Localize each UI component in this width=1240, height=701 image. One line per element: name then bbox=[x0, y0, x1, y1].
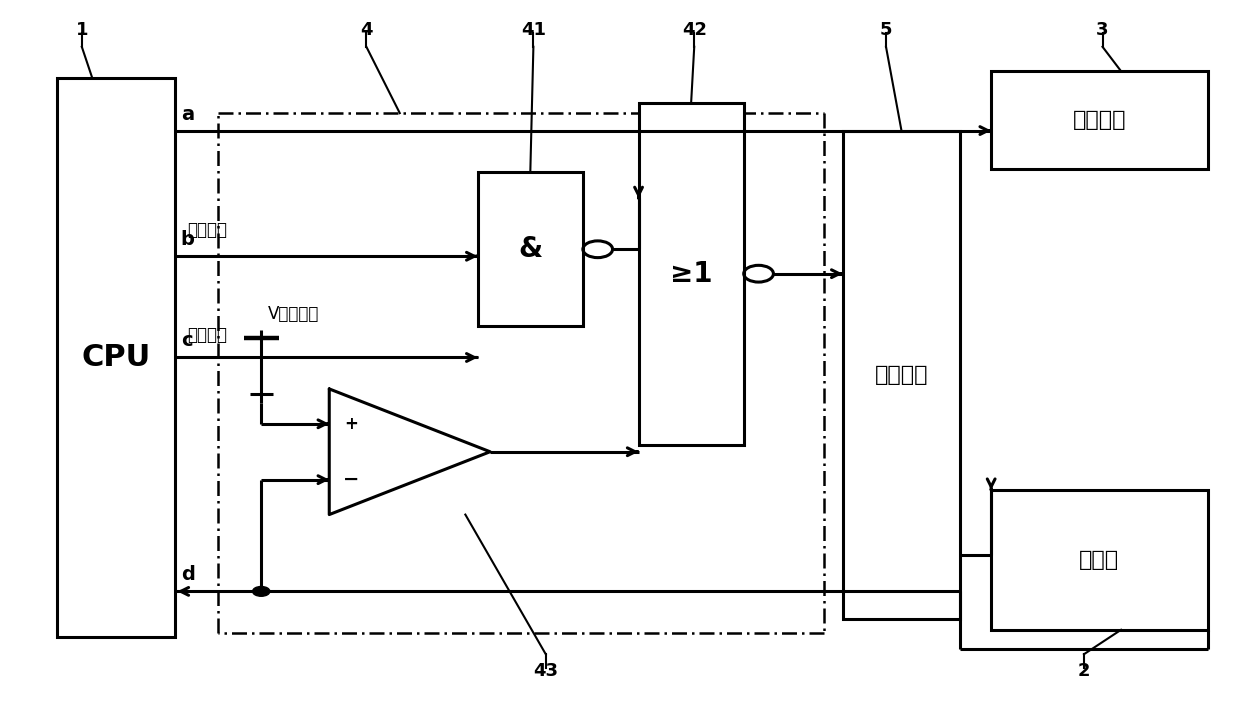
Text: b: b bbox=[181, 230, 195, 250]
Bar bbox=[477, 172, 583, 326]
Text: 主控信号: 主控信号 bbox=[187, 221, 227, 239]
Text: 3: 3 bbox=[1096, 21, 1109, 39]
Text: 集成芯片: 集成芯片 bbox=[874, 365, 929, 385]
Text: 4: 4 bbox=[360, 21, 372, 39]
Text: 43: 43 bbox=[533, 662, 558, 680]
Bar bbox=[991, 490, 1208, 629]
Text: 2: 2 bbox=[1078, 662, 1090, 680]
Text: −: − bbox=[343, 470, 360, 489]
Text: V参考电压: V参考电压 bbox=[268, 304, 319, 322]
Text: d: d bbox=[181, 566, 195, 585]
Text: 42: 42 bbox=[682, 21, 707, 39]
Text: CPU: CPU bbox=[81, 343, 150, 372]
Text: 41: 41 bbox=[521, 21, 546, 39]
Text: 5: 5 bbox=[879, 21, 893, 39]
Text: 1: 1 bbox=[76, 21, 88, 39]
Bar bbox=[57, 79, 175, 637]
Text: &: & bbox=[518, 236, 542, 264]
Text: ≥1: ≥1 bbox=[670, 259, 713, 287]
Bar bbox=[991, 72, 1208, 169]
Text: 显示装置: 显示装置 bbox=[1073, 110, 1126, 130]
Text: +: + bbox=[345, 415, 358, 433]
Text: 次控信号: 次控信号 bbox=[187, 325, 227, 343]
Text: 电磁阀: 电磁阀 bbox=[1079, 550, 1120, 570]
Bar bbox=[639, 102, 744, 444]
Bar bbox=[843, 130, 960, 619]
Circle shape bbox=[253, 587, 270, 597]
Text: a: a bbox=[181, 104, 193, 123]
Text: c: c bbox=[181, 332, 192, 350]
